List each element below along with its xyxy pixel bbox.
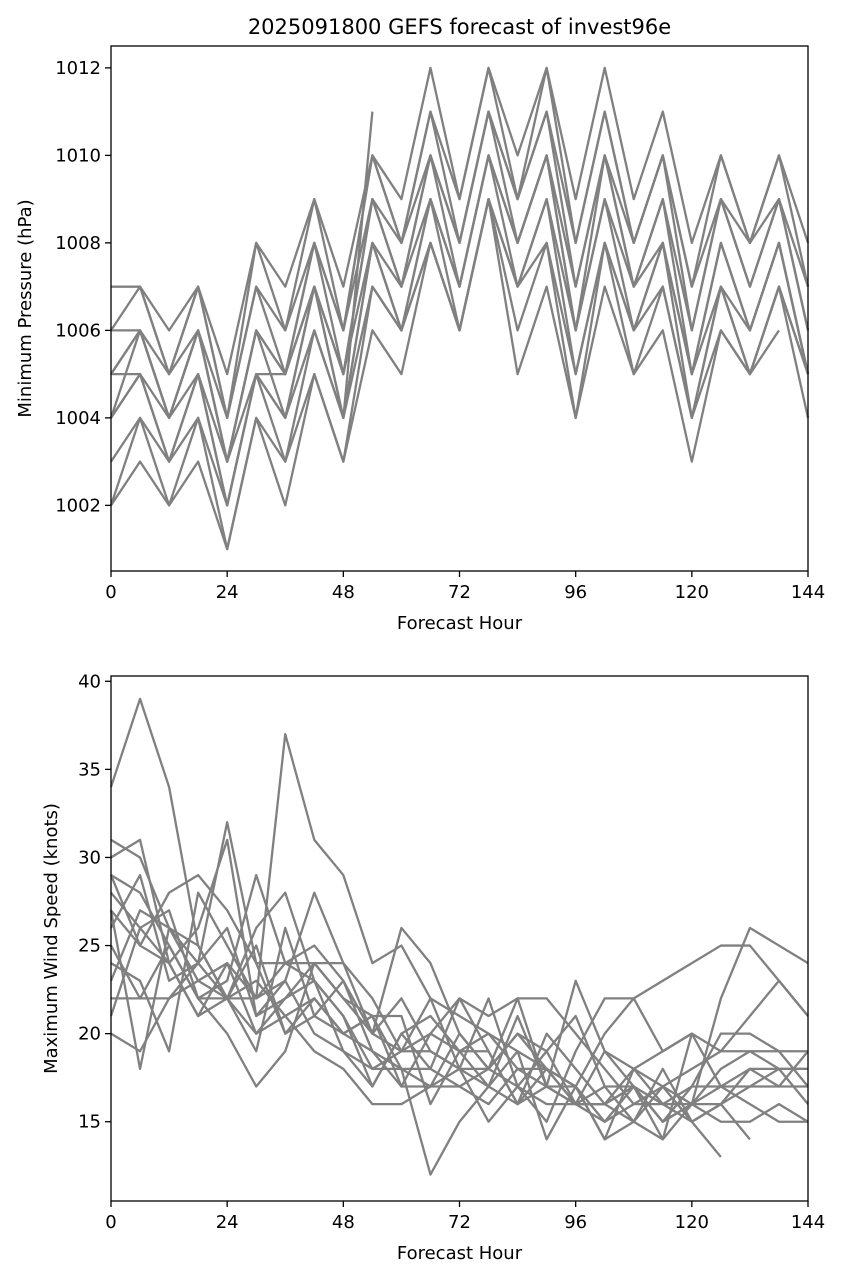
pressure-y-tick-label: 1010 <box>55 145 101 166</box>
wind-x-tick-label: 72 <box>448 1212 471 1233</box>
pressure-x-tick-label: 144 <box>791 582 825 603</box>
wind-panel: 0 24 48 72 96 120 144 15 20 25 30 35 40 Forecast Hou… <box>41 671 825 1264</box>
pressure-series-layer <box>109 66 810 551</box>
pressure-x-tick-label: 120 <box>675 582 709 603</box>
wind-x-tick-label: 48 <box>332 1212 355 1233</box>
wind-x-tick-label: 96 <box>564 1212 587 1233</box>
pressure-y-tick-label: 1006 <box>55 320 101 341</box>
wind-y-tick-label: 15 <box>78 1112 101 1133</box>
wind-series-layer <box>109 697 809 1176</box>
pressure-x-tick-label: 0 <box>105 582 116 603</box>
pressure-panel: 2025091800 GEFS forecast of invest96e 0 2… <box>15 15 825 634</box>
pressure-member-line-12 <box>110 197 780 551</box>
pressure-y-tick-label: 1002 <box>55 495 101 516</box>
wind-x-tick-label: 120 <box>675 1212 709 1233</box>
chart-title: 2025091800 GEFS forecast of invest96e <box>248 15 671 39</box>
pressure-y-tick-label: 1012 <box>55 58 101 79</box>
wind-member-line-11 <box>110 962 751 1141</box>
wind-member-line-15 <box>109 874 722 1158</box>
wind-axis-ticks: 0 24 48 72 96 120 144 15 20 25 30 35 40 <box>78 671 825 1233</box>
pressure-y-tick-label: 1008 <box>55 233 101 254</box>
wind-y-tick-label: 30 <box>78 847 101 868</box>
pressure-y-axis-label: Minimum Pressure (hPa) <box>15 199 36 417</box>
wind-x-tick-label: 144 <box>791 1212 825 1233</box>
wind-y-tick-label: 25 <box>78 936 101 957</box>
pressure-x-tick-label: 48 <box>332 582 355 603</box>
wind-y-tick-label: 40 <box>78 671 101 692</box>
pressure-member-line-13 <box>109 111 374 463</box>
wind-y-tick-label: 35 <box>78 759 101 780</box>
wind-member-line-14 <box>109 909 693 1141</box>
pressure-y-tick-label: 1004 <box>55 408 101 429</box>
pressure-x-tick-label: 72 <box>448 582 471 603</box>
pressure-axis-ticks: 0 24 48 72 96 120 144 1002 1004 1006 1008 1010 1012 <box>55 58 825 603</box>
wind-y-tick-label: 20 <box>78 1024 101 1045</box>
wind-x-tick-label: 24 <box>216 1212 239 1233</box>
wind-y-axis-label: Maximum Wind Speed (knots) <box>41 803 62 1074</box>
pressure-x-axis-label: Forecast Hour <box>397 613 523 634</box>
pressure-x-tick-label: 24 <box>216 582 239 603</box>
pressure-x-tick-label: 96 <box>564 582 587 603</box>
wind-x-tick-label: 0 <box>105 1212 116 1233</box>
wind-x-axis-label: Forecast Hour <box>397 1243 523 1264</box>
